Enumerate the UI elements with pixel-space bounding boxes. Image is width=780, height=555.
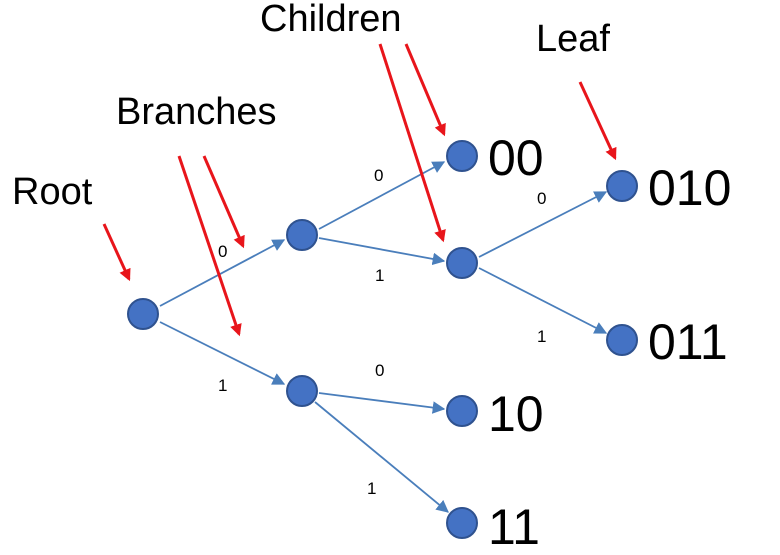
children-callout-arrow-long	[378, 43, 446, 243]
edge-label-root-to-n1: 1	[218, 376, 227, 395]
edge-n01-to-n010	[478, 191, 608, 258]
edge-label-n01-to-n011: 1	[537, 327, 546, 346]
leaf-callout-arrow	[578, 81, 617, 161]
edge-label-n01-to-n010: 0	[537, 189, 546, 208]
edge-label-n1-to-n11: 1	[367, 479, 376, 498]
node-01	[446, 247, 478, 279]
node-010	[606, 170, 638, 202]
tree-nodes	[127, 140, 638, 539]
edge-label-n0-to-n01: 1	[375, 266, 384, 285]
tree-edges	[159, 161, 608, 513]
branches-callout-arrow-long	[177, 155, 242, 337]
node-0	[286, 219, 318, 251]
callout-arrows	[102, 43, 617, 337]
node-10	[446, 395, 478, 427]
node-label-00: 00	[488, 130, 544, 186]
node-label-11: 11	[488, 499, 540, 555]
leaf-callout-label: Leaf	[536, 18, 610, 60]
node-label-011: 011	[648, 314, 728, 370]
node-labels: 00 10 11 010 011	[488, 130, 731, 555]
edge-label-n1-to-n10: 0	[375, 361, 384, 380]
node-011	[606, 324, 638, 356]
branches-callout-label: Branches	[116, 91, 277, 133]
root-callout-label: Root	[12, 171, 93, 213]
node-11	[446, 507, 478, 539]
children-callout-arrow-short	[404, 43, 446, 137]
branches-callout-arrow-short	[202, 155, 245, 249]
node-label-10: 10	[488, 386, 544, 442]
edge-root-to-n0	[159, 239, 286, 307]
node-00	[446, 140, 478, 172]
callout-labels: Root Branches Children Leaf	[12, 0, 610, 213]
children-callout-label: Children	[260, 0, 402, 40]
edge-n1-to-n10	[318, 392, 446, 414]
edge-label-root-to-n0: 0	[218, 242, 227, 261]
node-label-010: 010	[648, 160, 731, 216]
edge-n0-to-n00	[318, 161, 446, 230]
node-1	[286, 375, 318, 407]
root-callout-arrow	[102, 223, 131, 282]
edge-labels: 0 1 0 1 0 1 0 1	[218, 166, 546, 498]
edge-n1-to-n11	[314, 401, 449, 513]
edge-n01-to-n011	[478, 267, 608, 334]
root-node	[127, 298, 159, 330]
edge-root-to-n1	[159, 321, 286, 385]
edge-n0-to-n01	[318, 237, 446, 266]
edge-label-n0-to-n00: 0	[374, 166, 383, 185]
